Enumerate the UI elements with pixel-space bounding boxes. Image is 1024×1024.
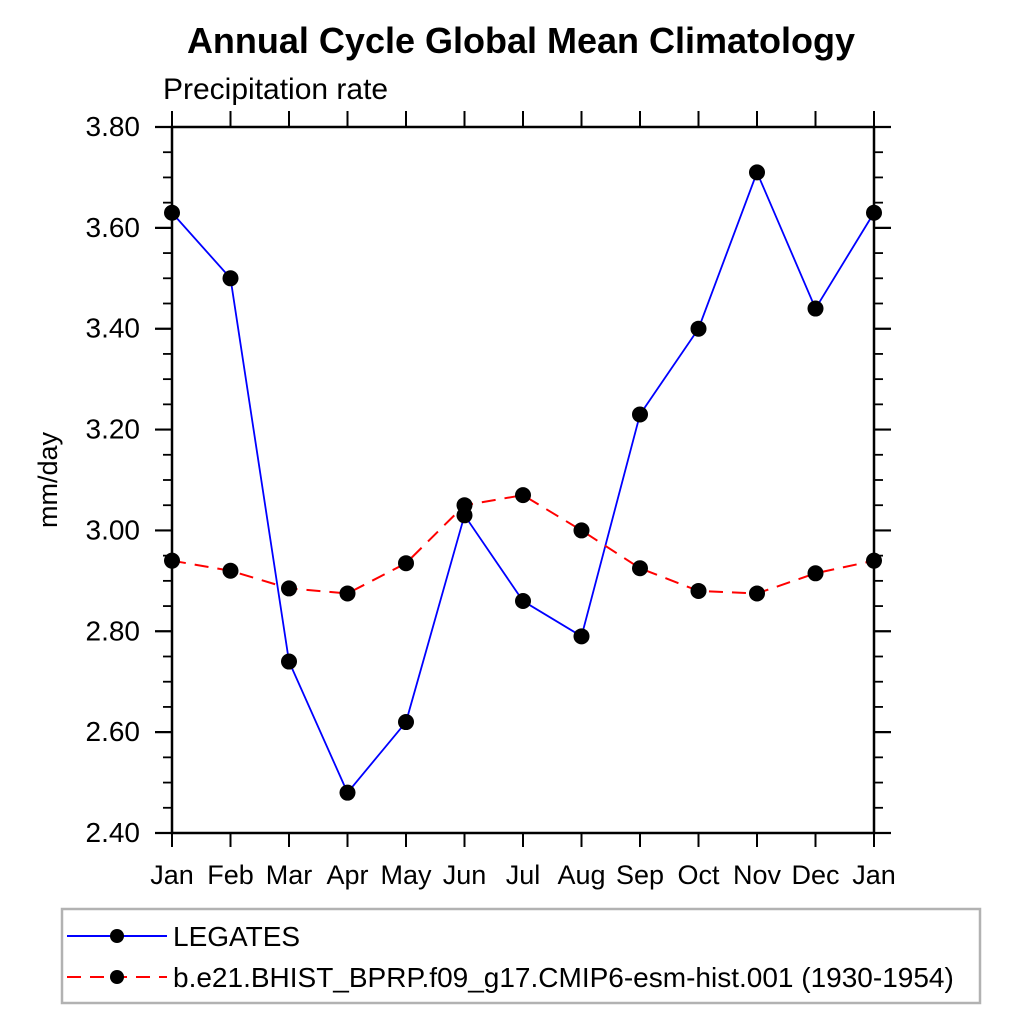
series-line-0 (171, 169, 875, 795)
legend-box (60, 907, 982, 1005)
y-tick-label: 3.00 (86, 514, 141, 545)
x-tick-label: Jan (150, 860, 194, 890)
series-line-1 (171, 494, 875, 595)
plot-frame (170, 125, 876, 835)
data-point-marker (222, 562, 239, 579)
data-point-marker (515, 487, 531, 504)
chart-subtitle: Precipitation rate (163, 73, 388, 106)
x-tick-label: Aug (557, 860, 605, 890)
data-point-marker (749, 585, 765, 602)
data-point-marker (749, 164, 765, 181)
data-point-marker (632, 406, 648, 423)
legend-marker (110, 929, 124, 943)
x-tick-label: Sep (616, 860, 664, 890)
data-point-marker (222, 270, 239, 287)
data-point-marker (339, 585, 356, 602)
data-point-marker (690, 320, 707, 337)
x-tick-label: Mar (266, 860, 313, 890)
data-point-marker (281, 580, 297, 597)
x-tick-label: Nov (733, 860, 782, 890)
data-point-marker (164, 552, 180, 569)
x-tick-label: Feb (207, 860, 254, 890)
data-point-marker (807, 300, 824, 317)
legend-label: b.e21.BHIST_BPRP.f09_g17.CMIP6-esm-hist.… (173, 962, 954, 993)
data-point-marker (573, 522, 590, 539)
y-axis-label: mm/day (33, 431, 63, 528)
x-tick-label: Apr (326, 860, 368, 890)
y-tick-label: 3.60 (86, 212, 141, 243)
x-tick-label: May (380, 860, 432, 890)
data-point-marker (807, 565, 824, 582)
chart-title: Annual Cycle Global Mean Climatology (187, 20, 855, 61)
y-tick-label: 3.80 (86, 111, 141, 142)
x-tick-label: Jun (443, 860, 487, 890)
data-point-marker (398, 714, 414, 731)
legend-label: LEGATES (173, 921, 300, 952)
legend-marker (110, 970, 124, 984)
data-point-marker (515, 593, 531, 610)
y-tick-label: 3.40 (86, 313, 141, 344)
y-tick-label: 3.20 (86, 414, 141, 445)
data-point-marker (456, 497, 473, 514)
x-tick-label: Oct (677, 860, 720, 890)
x-tick-label: Dec (791, 860, 839, 890)
data-point-marker (690, 582, 707, 599)
y-tick-label: 2.60 (86, 716, 141, 747)
x-tick-label: Jan (852, 860, 896, 890)
data-point-marker (866, 204, 882, 221)
data-point-marker (164, 204, 180, 221)
data-point-marker (398, 555, 414, 572)
x-tick-label: Jul (506, 860, 541, 890)
y-tick-label: 2.40 (86, 817, 141, 848)
y-tick-label: 2.80 (86, 615, 141, 646)
data-point-marker (573, 628, 590, 645)
data-point-marker (339, 784, 356, 801)
data-point-marker (281, 653, 297, 670)
data-point-marker (632, 560, 648, 577)
data-point-marker (866, 552, 882, 569)
